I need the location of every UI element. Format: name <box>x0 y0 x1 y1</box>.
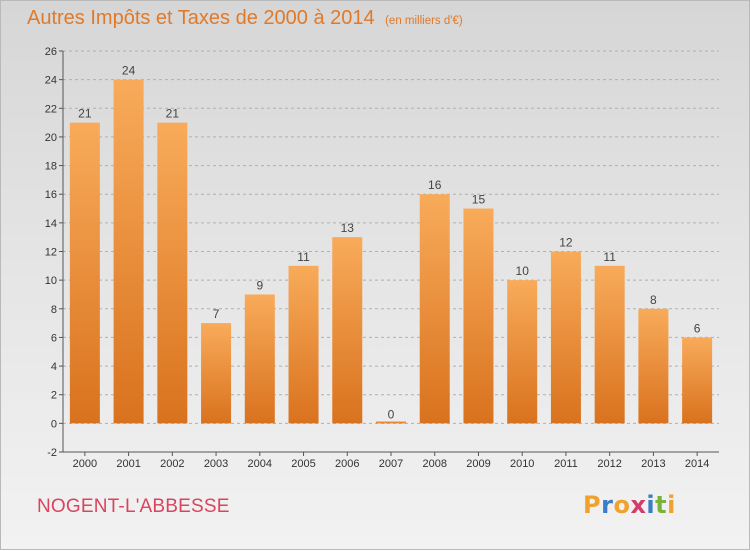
y-tick-label: 24 <box>45 75 57 87</box>
bar <box>288 265 319 424</box>
y-tick-label: 26 <box>45 46 57 58</box>
bar-value-label: 16 <box>428 178 442 192</box>
x-tick-label: 2000 <box>73 458 97 470</box>
y-tick-label: 2 <box>51 390 57 402</box>
x-tick-label: 2008 <box>422 458 446 470</box>
bar-value-label: 8 <box>650 293 657 307</box>
x-tick-label: 2002 <box>160 458 184 470</box>
bar <box>244 294 275 424</box>
logo-letter: r <box>601 491 614 519</box>
bar <box>113 79 144 424</box>
y-tick-label: 6 <box>51 332 57 344</box>
logo-letter: i <box>646 491 656 519</box>
bar-value-label: 12 <box>559 236 573 250</box>
location-name: NOGENT-L'ABBESSE <box>37 496 230 517</box>
x-tick-label: 2013 <box>641 458 665 470</box>
y-tick-label: 8 <box>51 304 57 316</box>
y-tick-label: 12 <box>45 247 57 259</box>
bar <box>682 337 713 424</box>
y-tick-label: 22 <box>45 103 57 115</box>
y-tick-label: 16 <box>45 189 57 201</box>
y-tick-label: -2 <box>47 447 57 459</box>
x-tick-label: 2006 <box>335 458 359 470</box>
x-tick-label: 2005 <box>291 458 315 470</box>
bar-value-label: 15 <box>472 193 486 207</box>
bar <box>419 194 450 424</box>
bar-value-label: 7 <box>213 307 220 321</box>
y-tick-label: 18 <box>45 161 57 173</box>
x-tick-label: 2003 <box>204 458 228 470</box>
bar-value-label: 13 <box>341 221 355 235</box>
y-tick-label: 0 <box>51 418 57 430</box>
x-tick-label: 2011 <box>554 458 578 470</box>
x-tick-label: 2012 <box>597 458 621 470</box>
bar <box>69 122 100 424</box>
bar-value-label: 9 <box>256 278 263 292</box>
proxiti-logo: Proxiti <box>583 491 676 519</box>
chart-title: Autres Impôts et Taxes de 2000 à 2014 (e… <box>27 7 463 30</box>
bar-value-label: 11 <box>297 250 310 264</box>
x-tick-label: 2010 <box>510 458 534 470</box>
y-tick-label: 14 <box>45 218 57 230</box>
bar-value-label: 11 <box>603 250 616 264</box>
bar <box>157 122 188 424</box>
bar-value-label: 21 <box>166 107 180 121</box>
y-tick-label: 20 <box>45 132 57 144</box>
logo-letter: P <box>583 491 602 519</box>
bar <box>507 280 538 424</box>
bar <box>201 323 232 424</box>
bar <box>550 251 581 424</box>
bar-value-label: 24 <box>122 64 136 78</box>
bar <box>594 265 625 424</box>
bar-value-label: 0 <box>388 407 395 421</box>
x-tick-label: 2004 <box>248 458 272 470</box>
logo-letter: t <box>655 491 668 519</box>
bar <box>376 421 406 424</box>
logo-letter: x <box>630 491 647 519</box>
bar <box>332 237 363 424</box>
logo-letter: i <box>667 491 676 519</box>
x-tick-label: 2014 <box>685 458 709 470</box>
chart-title-main: Autres Impôts et Taxes de 2000 à 2014 <box>27 7 375 29</box>
bar <box>463 208 494 424</box>
y-tick-label: 4 <box>51 361 57 373</box>
bar-value-label: 6 <box>694 321 701 335</box>
bar <box>638 308 669 424</box>
x-tick-label: 2009 <box>466 458 490 470</box>
bar-value-label: 10 <box>516 264 530 278</box>
logo-letter: o <box>613 491 631 519</box>
x-tick-label: 2001 <box>116 458 140 470</box>
x-tick-label: 2007 <box>379 458 403 470</box>
chart-title-unit: (en milliers d'€) <box>385 15 463 27</box>
bar-value-label: 21 <box>78 107 92 121</box>
y-tick-label: 10 <box>45 275 57 287</box>
